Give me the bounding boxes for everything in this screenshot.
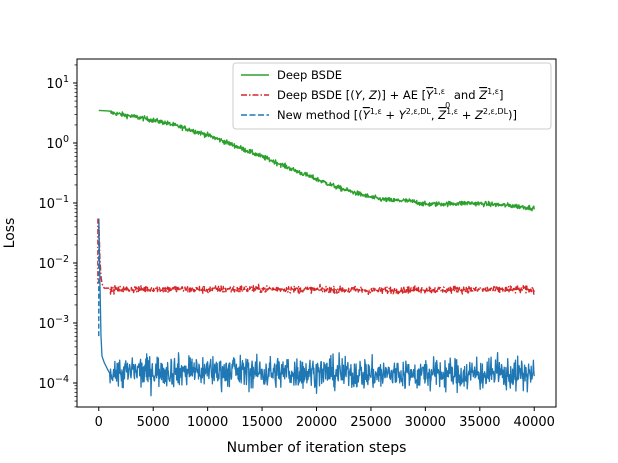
series-line-3 xyxy=(98,218,535,397)
legend-label-1: Deep BSDE xyxy=(277,68,342,82)
x-axis-label: Number of iteration steps xyxy=(227,440,407,456)
x-tick-label: 20000 xyxy=(296,415,337,430)
series-line-1 xyxy=(98,109,535,212)
legend-label-3: New method [(Y1,ε + Y2,ε,DL, Z1,ε + Z2,ε… xyxy=(277,107,517,122)
x-tick-label: 10000 xyxy=(187,415,228,430)
y-tick-label: 10−2 xyxy=(38,254,69,272)
y-tick-label: 101 xyxy=(46,74,69,92)
series-line-2 xyxy=(98,218,535,296)
x-tick-label: 30000 xyxy=(405,415,446,430)
ticks-layer: 0 5000 10000 15000 20000 25000 30000 35000 40000… xyxy=(38,64,555,430)
y-tick-label: 100 xyxy=(46,134,69,152)
x-tick-label: 5000 xyxy=(137,415,170,430)
legend: Deep BSDE Deep BSDE [(Y, Z)] + AE [Y1,ε0 … xyxy=(232,62,552,130)
x-tick-label: 15000 xyxy=(241,415,282,430)
y-tick-label: 10−3 xyxy=(38,314,69,332)
legend-box xyxy=(232,62,552,130)
y-tick-label: 10−4 xyxy=(38,374,69,392)
legend-label-2: Deep BSDE [(Y, Z)] + AE [Y1,ε0 and Z1,ε] xyxy=(277,87,504,110)
x-tick-label: 25000 xyxy=(350,415,391,430)
x-tick-label: 0 xyxy=(95,415,103,430)
series-layer xyxy=(97,109,535,397)
y-tick-label: 10−1 xyxy=(38,194,69,212)
x-tick-label: 40000 xyxy=(514,415,555,430)
x-tick-label: 35000 xyxy=(459,415,500,430)
y-axis-label: Loss xyxy=(2,218,18,249)
